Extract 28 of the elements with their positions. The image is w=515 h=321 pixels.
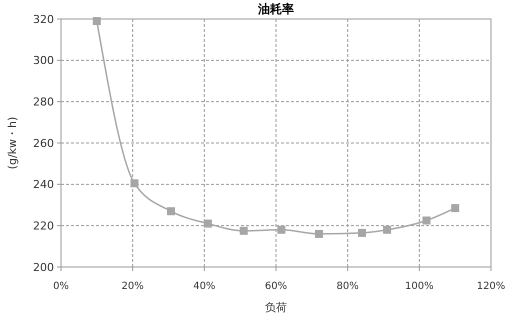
point — [358, 228, 366, 237]
x-tick-label: 20% — [122, 281, 144, 292]
y-tick-label: 240 — [33, 178, 54, 192]
x-tick-label: 0% — [53, 281, 69, 292]
point — [277, 226, 286, 234]
point — [315, 230, 323, 238]
y-axis-title: (g/kw・h) — [6, 116, 19, 170]
point — [167, 207, 176, 216]
chart-title: 油耗率 — [257, 2, 294, 16]
point — [92, 17, 101, 26]
x-axis-title: 负荷 — [265, 301, 287, 314]
point — [383, 226, 392, 234]
y-tick-label: 280 — [33, 96, 54, 109]
y-tick-label: 300 — [33, 54, 54, 68]
x-tick-label: 100% — [405, 281, 434, 292]
x-tick-label: 60% — [264, 281, 288, 292]
x-tick-label: 120% — [476, 281, 506, 292]
y-tick-label: 320 — [33, 12, 54, 26]
point — [240, 226, 248, 235]
y-tick-label: 220 — [33, 220, 54, 233]
point — [130, 179, 138, 188]
y-tick-label: 260 — [33, 136, 54, 150]
point — [422, 216, 430, 224]
x-tick-label: 40% — [193, 281, 216, 292]
point — [451, 204, 460, 212]
point — [204, 220, 212, 228]
x-tick-label: 80% — [336, 281, 359, 292]
y-tick-label: 200 — [33, 260, 54, 274]
